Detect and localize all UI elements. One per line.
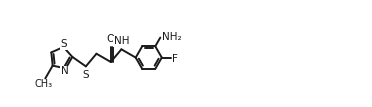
Text: F: F [172, 54, 178, 64]
Text: N: N [61, 66, 68, 76]
Text: S: S [83, 70, 89, 80]
Text: NH: NH [114, 36, 129, 46]
Text: NH₂: NH₂ [162, 32, 182, 42]
Text: CH₃: CH₃ [34, 79, 52, 89]
Text: S: S [61, 39, 67, 49]
Text: O: O [107, 34, 115, 44]
